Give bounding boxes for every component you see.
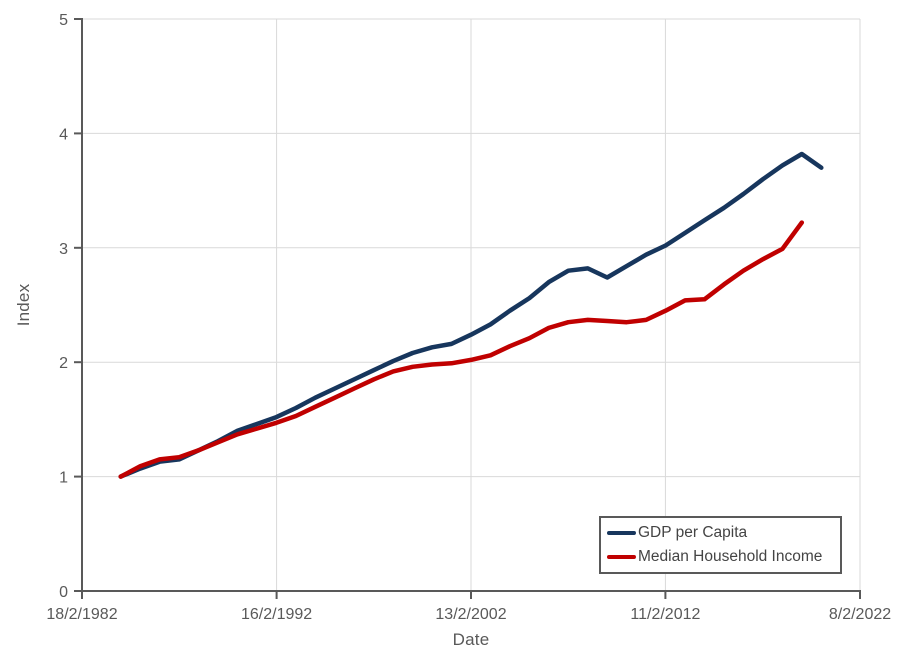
x-axis-title: Date bbox=[452, 630, 490, 649]
x-tick-label: 8/2/2022 bbox=[829, 606, 891, 623]
y-tick-label: 3 bbox=[59, 241, 68, 258]
legend-label-gdp: GDP per Capita bbox=[638, 524, 748, 541]
legend-label-income: Median Household Income bbox=[638, 548, 823, 565]
x-tick-label: 18/2/1982 bbox=[46, 606, 117, 623]
series-line-income bbox=[118, 220, 805, 479]
x-tick-label: 16/2/1992 bbox=[241, 606, 312, 623]
x-tick-label: 11/2/2012 bbox=[630, 606, 700, 623]
income-line-swatch-icon bbox=[607, 555, 636, 559]
legend-entry-income: Median Household Income bbox=[607, 548, 840, 566]
y-tick-label: 2 bbox=[59, 355, 68, 372]
y-axis-title: Index bbox=[14, 283, 33, 327]
series-line-gdp bbox=[118, 151, 824, 479]
gdp-line-swatch-icon bbox=[607, 531, 636, 535]
legend-entry-gdp: GDP per Capita bbox=[607, 524, 840, 542]
y-tick-label: 5 bbox=[59, 12, 68, 29]
legend: GDP per Capita Median Household Income bbox=[599, 516, 842, 574]
y-tick-label: 1 bbox=[59, 470, 68, 487]
y-tick-label: 4 bbox=[59, 126, 68, 143]
y-tick-label: 0 bbox=[59, 584, 68, 601]
x-tick-label: 13/2/2002 bbox=[435, 606, 506, 623]
